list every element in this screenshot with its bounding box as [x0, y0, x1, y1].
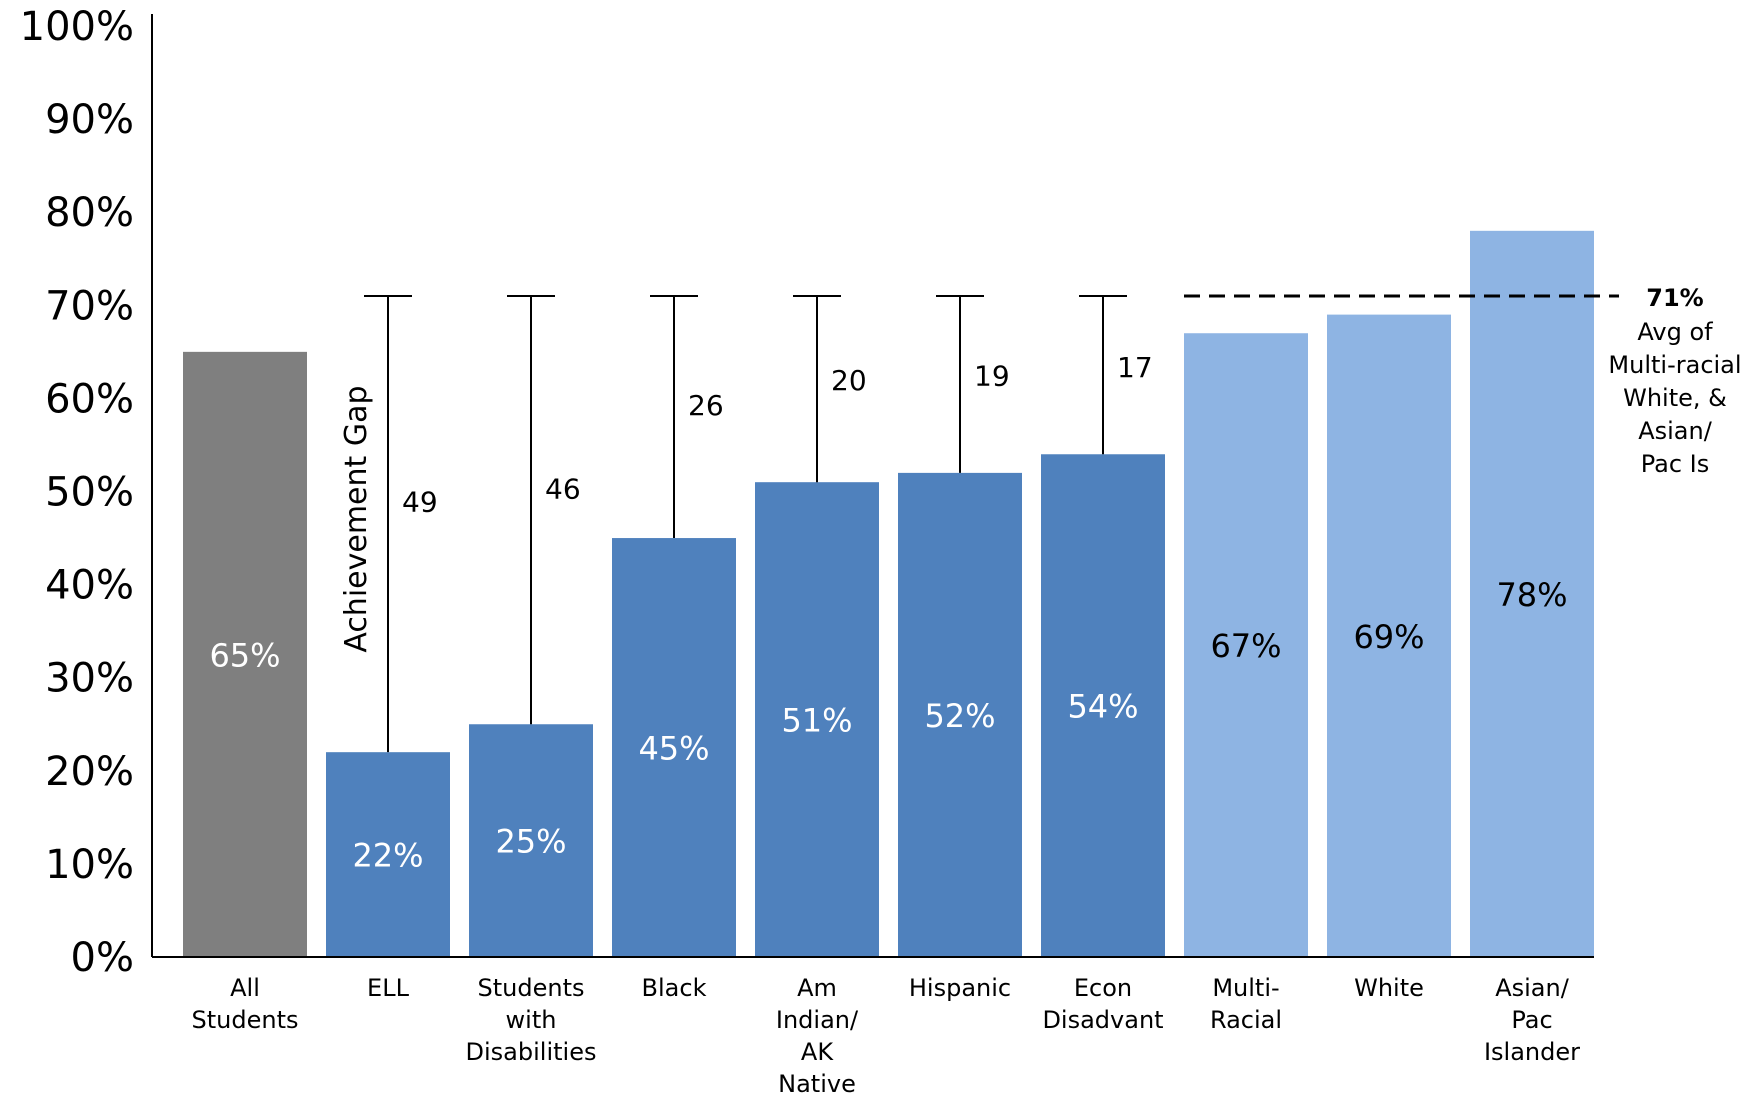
y-tick-label: 20% [45, 749, 134, 795]
x-category-label: Black [642, 974, 707, 1002]
bar [755, 482, 879, 957]
x-category-label: Hispanic [909, 974, 1011, 1002]
gap-value-label: 17 [1117, 351, 1153, 384]
reference-annotation-line: Multi-racial [1608, 351, 1741, 379]
bar-data-label: 25% [495, 823, 566, 861]
bar [898, 472, 1022, 957]
x-category-label: AK [801, 1038, 834, 1066]
gap-value-label: 46 [545, 473, 581, 506]
reference-annotation-line: White, & [1623, 384, 1727, 412]
x-category-label: ELL [367, 974, 410, 1002]
x-category-label: Islander [1484, 1038, 1580, 1066]
x-category-label: Econ [1074, 974, 1132, 1002]
y-tick-label: 100% [20, 4, 134, 50]
y-tick-label: 10% [45, 842, 134, 888]
bar-data-label: 45% [638, 730, 709, 768]
bar-data-label: 52% [924, 697, 995, 735]
y-tick-label: 40% [45, 563, 134, 609]
gap-value-label: 19 [974, 360, 1010, 393]
bar-data-label: 22% [352, 837, 423, 875]
gap-axis-label: Achievement Gap [339, 385, 374, 652]
y-tick-label: 90% [45, 97, 134, 143]
x-category-label: with [506, 1006, 557, 1034]
reference-value-label: 71% [1646, 284, 1703, 312]
x-category-label: Students [192, 1006, 299, 1034]
gap-value-label: 26 [688, 389, 724, 422]
bar [1184, 333, 1308, 958]
x-category-label: Am [797, 974, 837, 1002]
bar [1470, 230, 1594, 957]
bar [1327, 314, 1451, 957]
reference-annotation-line: Asian/ [1638, 417, 1713, 445]
x-category-label: Native [778, 1070, 856, 1095]
x-category-label: Multi- [1212, 974, 1279, 1002]
reference-annotation-line: Avg of [1637, 318, 1713, 346]
x-category-label: White [1354, 974, 1424, 1002]
bar-data-label: 54% [1067, 688, 1138, 726]
y-tick-label: 0% [71, 935, 134, 981]
gap-value-label: 20 [831, 364, 867, 397]
x-category-label: All [230, 974, 260, 1002]
x-category-label: Indian/ [776, 1006, 859, 1034]
x-category-label: Students [478, 974, 585, 1002]
gap-value-label: 49 [402, 485, 438, 518]
x-category-label: Disabilities [466, 1038, 597, 1066]
bar [1041, 454, 1165, 957]
bar [183, 351, 307, 958]
bar [469, 724, 593, 957]
bar [612, 538, 736, 957]
y-tick-label: 50% [45, 470, 134, 516]
y-tick-label: 30% [45, 656, 134, 702]
reference-annotation-line: Pac Is [1641, 450, 1710, 478]
x-category-label: Racial [1210, 1006, 1282, 1034]
x-category-label: Disadvant [1042, 1006, 1163, 1034]
bar-data-label: 67% [1210, 627, 1281, 665]
bar-data-label: 51% [781, 702, 852, 740]
bar [326, 752, 450, 957]
bar-data-label: 78% [1496, 576, 1567, 614]
y-tick-label: 80% [45, 190, 134, 236]
bar-data-label: 69% [1353, 618, 1424, 656]
bar-data-label: 65% [209, 636, 280, 674]
x-category-label: Pac [1511, 1006, 1552, 1034]
y-tick-label: 70% [45, 283, 134, 329]
x-category-label: Asian/ [1495, 974, 1570, 1002]
y-tick-label: 60% [45, 376, 134, 422]
